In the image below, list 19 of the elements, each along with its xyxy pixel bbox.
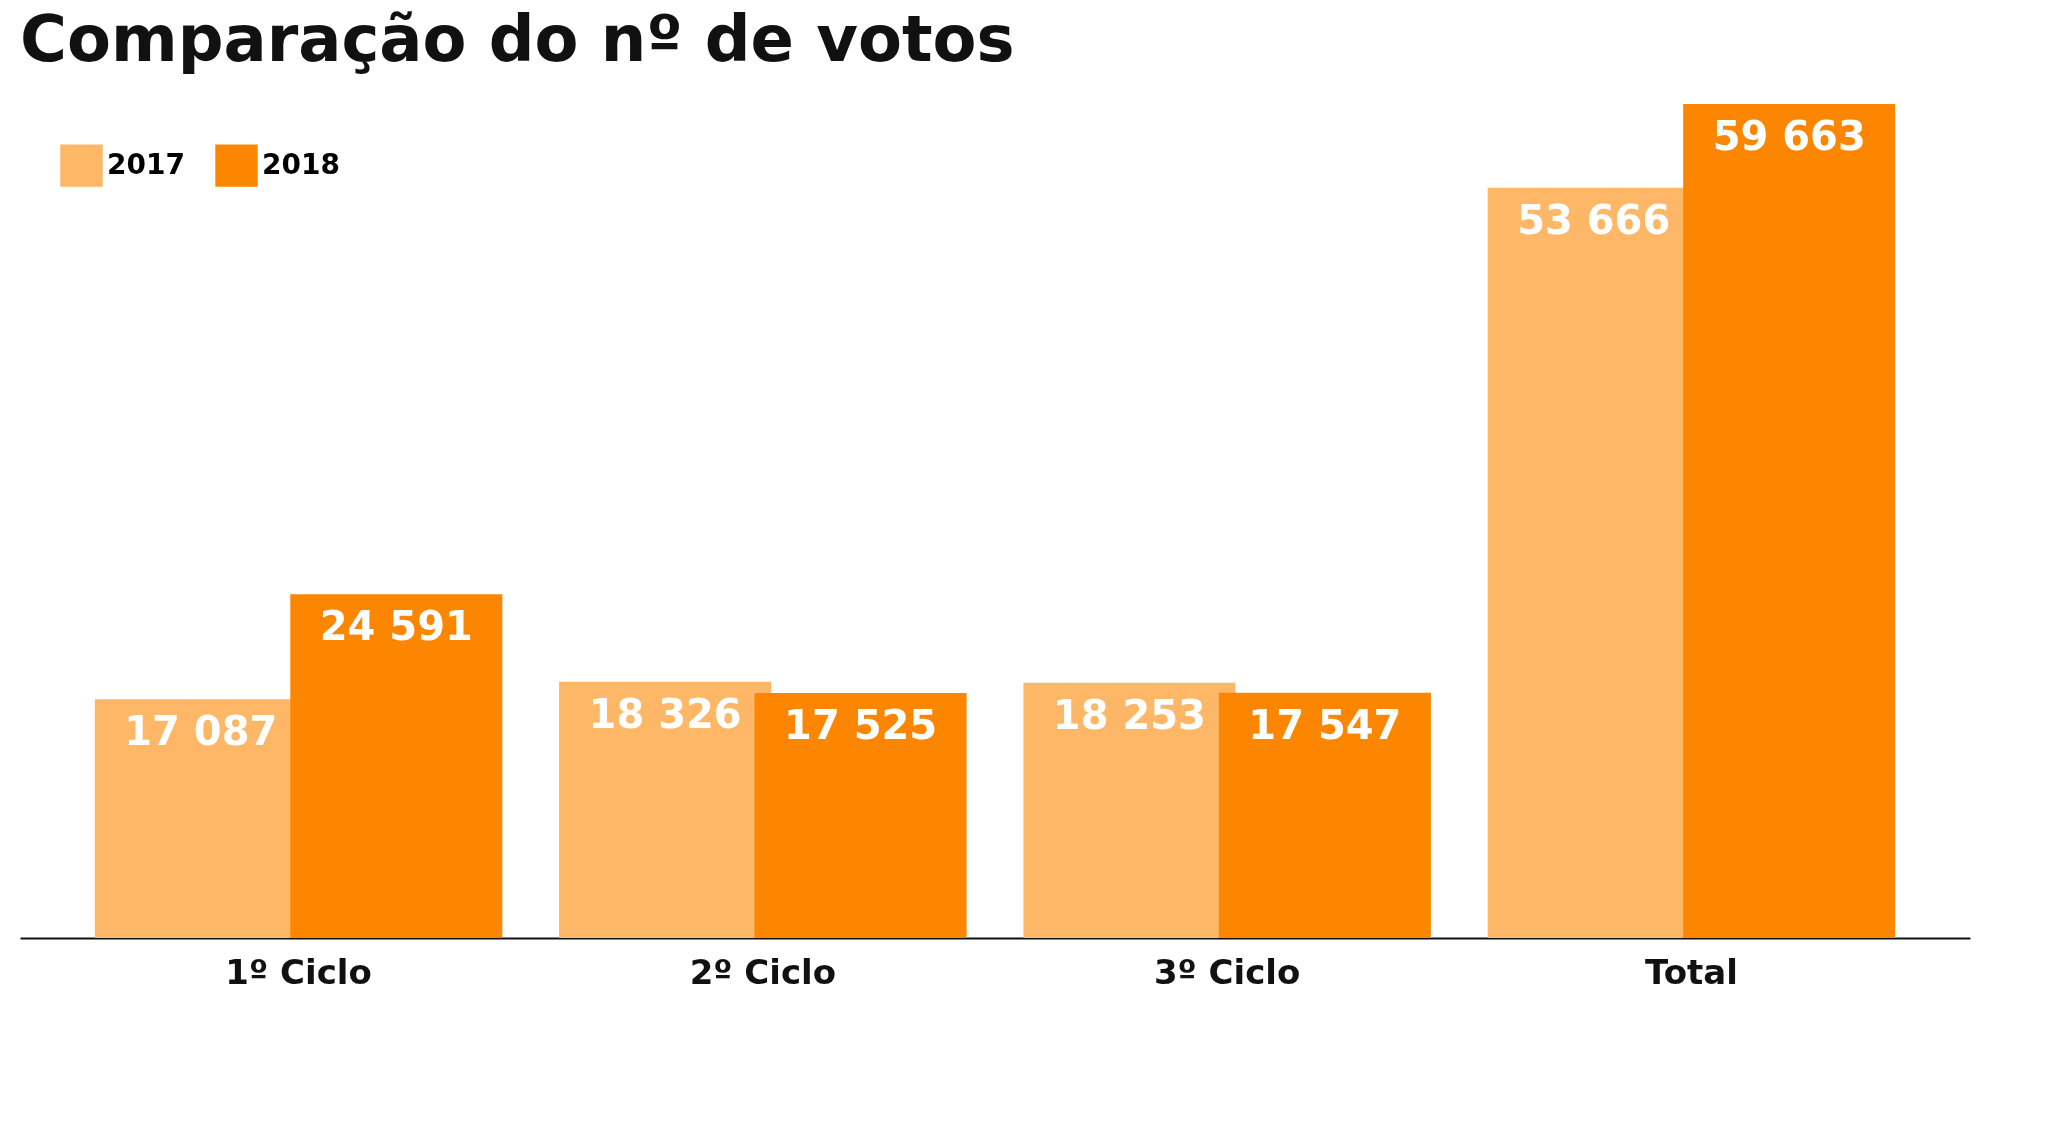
chart-title: Comparação do nº de votos [20,2,1015,76]
bar [754,693,967,938]
bar [1218,692,1431,938]
data-label: 17 547 [1248,701,1402,748]
bar [1683,104,1896,938]
data-label: 17 087 [124,708,278,755]
data-label: 53 666 [1517,196,1671,243]
data-label: 18 253 [1052,691,1206,738]
x-tick-label: 1º Ciclo [225,951,372,992]
data-label: 24 591 [319,603,473,650]
legend-label: 2018 [262,147,340,181]
legend-label: 2017 [107,147,185,181]
data-label: 17 525 [784,702,938,749]
data-label: 18 326 [588,690,742,737]
data-label: 59 663 [1712,113,1866,159]
x-tick-label: 2º Ciclo [689,951,837,992]
x-tick-label: Total [1644,951,1738,992]
x-tick-label: 3º Ciclo [1153,951,1301,992]
bar [290,594,503,938]
